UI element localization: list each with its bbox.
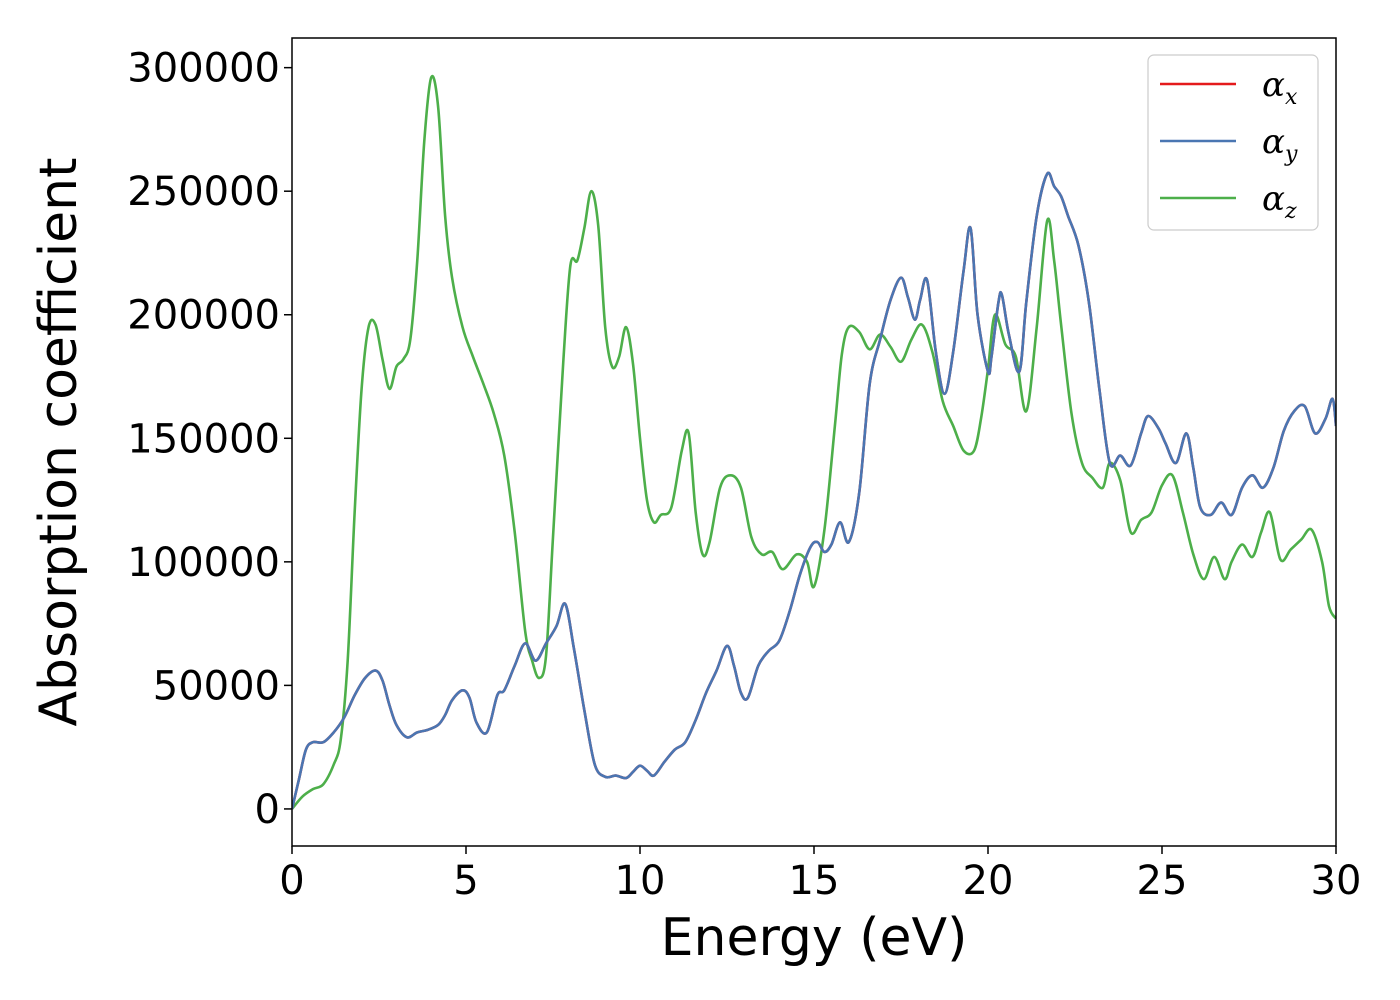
legend-subscript: x bbox=[1285, 85, 1298, 110]
x-tick-label: 5 bbox=[453, 858, 478, 904]
x-tick-label: 10 bbox=[615, 858, 666, 904]
legend-frame bbox=[1147, 54, 1319, 231]
y-tick-label: 50000 bbox=[153, 663, 280, 709]
legend-symbol: α bbox=[1262, 65, 1285, 105]
series-line-alpha-y bbox=[292, 171, 1336, 810]
legend-subscript: y bbox=[1284, 142, 1298, 167]
y-tick-label: 0 bbox=[255, 787, 280, 833]
x-tick-label: 0 bbox=[279, 858, 304, 904]
y-tick-label: 300000 bbox=[127, 46, 280, 92]
legend-label-alpha-x: αx bbox=[1262, 65, 1298, 110]
legend-label-alpha-z: αz bbox=[1262, 179, 1297, 224]
x-tick-label: 15 bbox=[789, 858, 840, 904]
legend-label-alpha-y: αy bbox=[1262, 122, 1298, 167]
series-line-alpha-z bbox=[292, 74, 1336, 810]
x-tick-label: 20 bbox=[963, 858, 1014, 904]
y-tick-label: 100000 bbox=[127, 540, 280, 586]
x-axis: 0 5 10 15 20 25 30 bbox=[279, 846, 1361, 904]
y-axis: 0 50000 100000 150000 200000 250000 300000 bbox=[127, 46, 292, 833]
y-tick-label: 150000 bbox=[127, 416, 280, 462]
legend-symbol: α bbox=[1262, 122, 1285, 162]
y-tick-label: 200000 bbox=[127, 293, 280, 339]
y-tick-label: 250000 bbox=[127, 169, 280, 215]
legend-symbol: α bbox=[1262, 179, 1285, 219]
y-axis-title: Absorption coefficient bbox=[29, 157, 89, 726]
legend-subscript: z bbox=[1284, 199, 1297, 224]
series-layer bbox=[292, 74, 1336, 810]
x-tick-label: 25 bbox=[1137, 858, 1188, 904]
x-axis-title: Energy (eV) bbox=[661, 908, 968, 968]
x-tick-label: 30 bbox=[1311, 858, 1362, 904]
